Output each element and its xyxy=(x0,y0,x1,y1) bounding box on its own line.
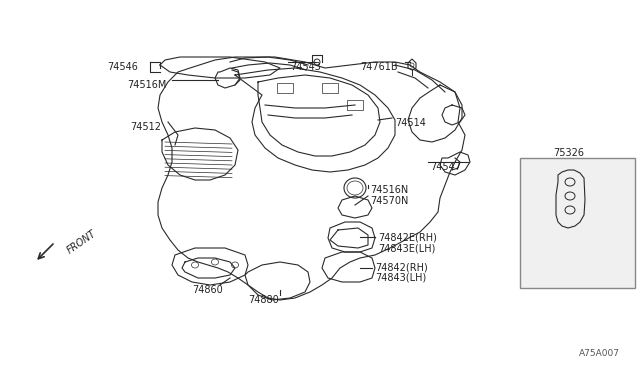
Text: 75326: 75326 xyxy=(553,148,584,158)
Text: A75A007: A75A007 xyxy=(579,349,620,358)
Text: 74570N: 74570N xyxy=(370,196,408,206)
Text: 74860: 74860 xyxy=(192,285,223,295)
Bar xyxy=(520,158,635,288)
Text: FRONT: FRONT xyxy=(65,228,98,255)
Text: 74514: 74514 xyxy=(395,118,426,128)
Text: 74843E(LH): 74843E(LH) xyxy=(378,243,435,253)
Bar xyxy=(277,83,293,93)
Text: 74512: 74512 xyxy=(130,122,161,132)
Text: 74842E(RH): 74842E(RH) xyxy=(378,232,437,242)
Text: 74516N: 74516N xyxy=(370,185,408,195)
Text: 74516M: 74516M xyxy=(127,80,166,90)
Text: 74547: 74547 xyxy=(430,162,461,172)
Text: 74842(RH): 74842(RH) xyxy=(375,262,428,272)
Text: 74546: 74546 xyxy=(107,62,138,72)
Bar xyxy=(322,83,338,93)
Bar xyxy=(347,100,363,110)
Text: 74543: 74543 xyxy=(290,62,321,72)
Text: 74880: 74880 xyxy=(248,295,279,305)
Text: 74761B: 74761B xyxy=(360,62,397,72)
Text: 74843(LH): 74843(LH) xyxy=(375,273,426,283)
